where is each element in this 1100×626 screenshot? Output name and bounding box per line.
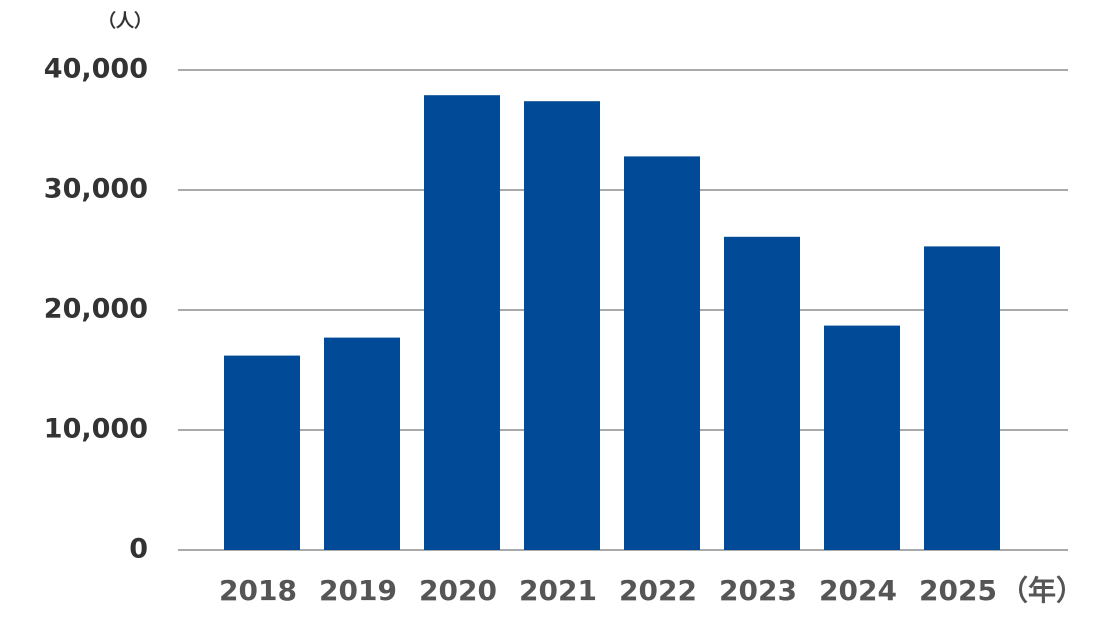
x-tick-label: 2024 xyxy=(819,574,897,607)
bar xyxy=(724,236,800,551)
y-tick-label: 40,000 xyxy=(44,54,148,85)
x-tick-label: 2025 xyxy=(919,574,997,607)
x-axis-label: （年） xyxy=(1000,574,1084,607)
bar xyxy=(924,246,1000,550)
y-tick-label: 20,000 xyxy=(44,294,148,325)
x-tick-label: 2018 xyxy=(219,574,297,607)
y-tick-label: 10,000 xyxy=(44,414,148,445)
bar xyxy=(424,95,500,550)
bar xyxy=(224,355,300,550)
bar xyxy=(524,101,600,550)
bar xyxy=(624,156,700,550)
y-tick-label: 30,000 xyxy=(44,174,148,205)
x-tick-label: 2021 xyxy=(519,574,597,607)
x-tick-label: 2022 xyxy=(619,574,697,607)
y-axis-label: （人） xyxy=(98,11,152,32)
bar xyxy=(324,337,400,550)
x-tick-label: 2023 xyxy=(719,574,797,607)
bar xyxy=(824,325,900,550)
x-tick-label: 2020 xyxy=(419,574,497,607)
x-tick-label: 2019 xyxy=(319,574,397,607)
y-tick-label: 0 xyxy=(129,534,148,565)
